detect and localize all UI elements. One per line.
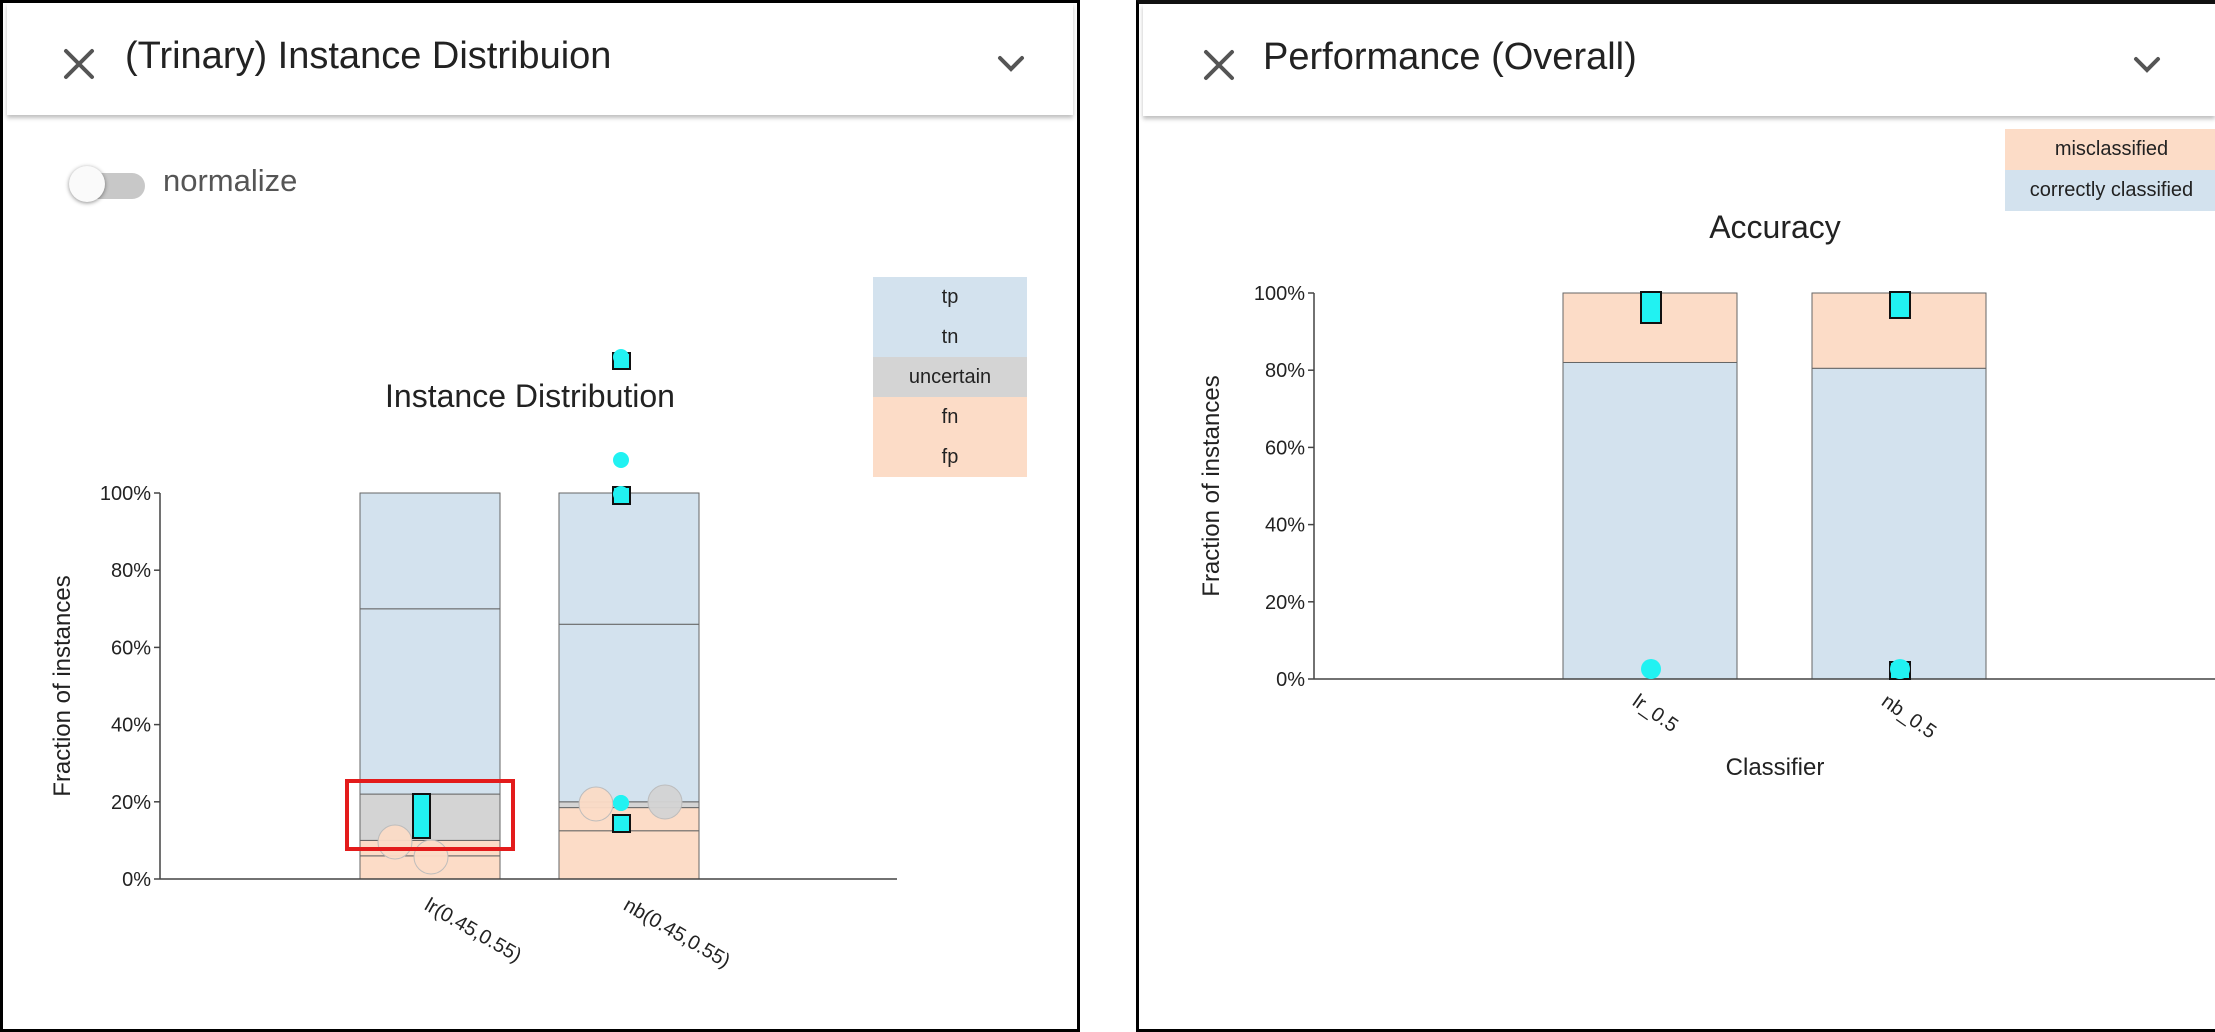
bar-segment-correctly-classified bbox=[1562, 361, 1738, 680]
x-axis-label: Classifier bbox=[1726, 754, 1825, 781]
legend-item-misclassified: misclassified bbox=[2005, 129, 2215, 170]
y-tick-label: 0% bbox=[122, 869, 151, 891]
y-tick-label: 0% bbox=[1276, 669, 1305, 691]
y-tick-label: 60% bbox=[1265, 437, 1305, 459]
legend-item-fp: fp bbox=[873, 437, 1027, 477]
instance-point bbox=[377, 824, 413, 860]
legend-item-tp: tp bbox=[873, 277, 1027, 317]
normalize-toggle[interactable] bbox=[69, 165, 149, 202]
x-tick-label: nb(0.45,0.55) bbox=[620, 894, 734, 973]
panel-header: (Trinary) Instance Distribuion bbox=[7, 3, 1073, 115]
instance-marker bbox=[612, 814, 631, 833]
close-icon[interactable] bbox=[59, 44, 99, 84]
instance-distribution-chart: Instance Distribution lr(0.45,0.55) nb(0.4… bbox=[49, 349, 897, 973]
x-tick-label: nb_0.5 bbox=[1877, 690, 1940, 743]
instance-dot bbox=[613, 795, 629, 811]
performance-panel: Performance (Overall) misclassified corr… bbox=[1136, 0, 2215, 1032]
y-tick-label: 80% bbox=[111, 560, 151, 582]
normalize-label: normalize bbox=[163, 163, 298, 198]
legend-item-fn: fn bbox=[873, 397, 1027, 437]
x-tick-label: lr_0.5 bbox=[1628, 690, 1682, 737]
instance-marker bbox=[1640, 291, 1662, 324]
bar-segment-fp bbox=[558, 830, 700, 880]
instance-dot bbox=[1890, 659, 1910, 679]
legend-item-correctly-classified: correctly classified bbox=[2005, 170, 2215, 211]
chevron-down-icon[interactable] bbox=[991, 47, 1031, 81]
y-axis-label: Fraction of instances bbox=[49, 575, 76, 796]
instance-dot bbox=[613, 486, 629, 502]
bar-segment-correctly-classified bbox=[1811, 367, 1987, 680]
y-axis-label: Fraction of instances bbox=[1198, 375, 1225, 596]
chart-title: Instance Distribution bbox=[385, 378, 675, 414]
y-tick-label: 100% bbox=[100, 483, 151, 505]
chart-title: Accuracy bbox=[1709, 209, 1841, 245]
y-tick-label: 20% bbox=[1265, 592, 1305, 614]
y-tick-label: 20% bbox=[111, 792, 151, 814]
y-tick-label: 40% bbox=[111, 715, 151, 737]
panel-header: Performance (Overall) bbox=[1143, 4, 2215, 116]
selected-instance-marker bbox=[412, 793, 431, 839]
y-tick-label: 60% bbox=[111, 637, 151, 659]
panel-title: Performance (Overall) bbox=[1263, 36, 1637, 78]
instance-dot bbox=[613, 349, 629, 365]
highlight-box bbox=[345, 779, 515, 851]
instance-point bbox=[647, 784, 683, 820]
bar-segment-tn bbox=[558, 623, 700, 803]
chevron-down-icon[interactable] bbox=[2127, 48, 2167, 82]
instance-distribution-panel: (Trinary) Instance Distribuion normalize… bbox=[0, 0, 1080, 1032]
x-tick-label: lr(0.45,0.55) bbox=[421, 894, 525, 967]
close-icon[interactable] bbox=[1199, 45, 1239, 85]
instance-point bbox=[413, 839, 449, 875]
bar-segment-tp bbox=[558, 492, 700, 625]
y-tick-label: 100% bbox=[1254, 283, 1305, 305]
panel-title: (Trinary) Instance Distribuion bbox=[125, 35, 612, 77]
bar-segment-tp bbox=[359, 492, 501, 610]
y-tick-label: 80% bbox=[1265, 360, 1305, 382]
legend-item-uncertain: uncertain bbox=[873, 357, 1027, 397]
bar-segment-tn bbox=[359, 608, 501, 795]
accuracy-chart: Accuracy lr_0.5 nb_0.5 0% 20% 40% 60% 80% 100% Fr… bbox=[1198, 209, 2215, 781]
instance-dot bbox=[613, 452, 629, 468]
legend-item-tn: tn bbox=[873, 317, 1027, 357]
toggle-knob bbox=[69, 166, 105, 202]
instance-point bbox=[578, 786, 614, 822]
y-tick-label: 40% bbox=[1265, 515, 1305, 537]
instance-marker bbox=[1889, 291, 1911, 319]
instance-dot bbox=[1641, 659, 1661, 679]
